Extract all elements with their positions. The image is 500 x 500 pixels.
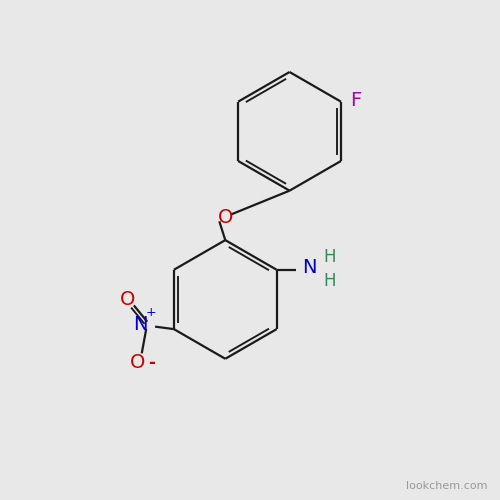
Text: H: H bbox=[323, 272, 336, 289]
Text: O: O bbox=[120, 290, 136, 309]
Text: O: O bbox=[130, 352, 146, 372]
Text: lookchem.com: lookchem.com bbox=[406, 482, 487, 492]
Text: N: N bbox=[302, 258, 317, 278]
Text: N: N bbox=[133, 314, 148, 334]
Text: +: + bbox=[146, 306, 156, 320]
Text: F: F bbox=[350, 91, 361, 110]
Text: O: O bbox=[218, 208, 233, 228]
Text: H: H bbox=[323, 248, 336, 266]
Text: -: - bbox=[148, 354, 154, 372]
